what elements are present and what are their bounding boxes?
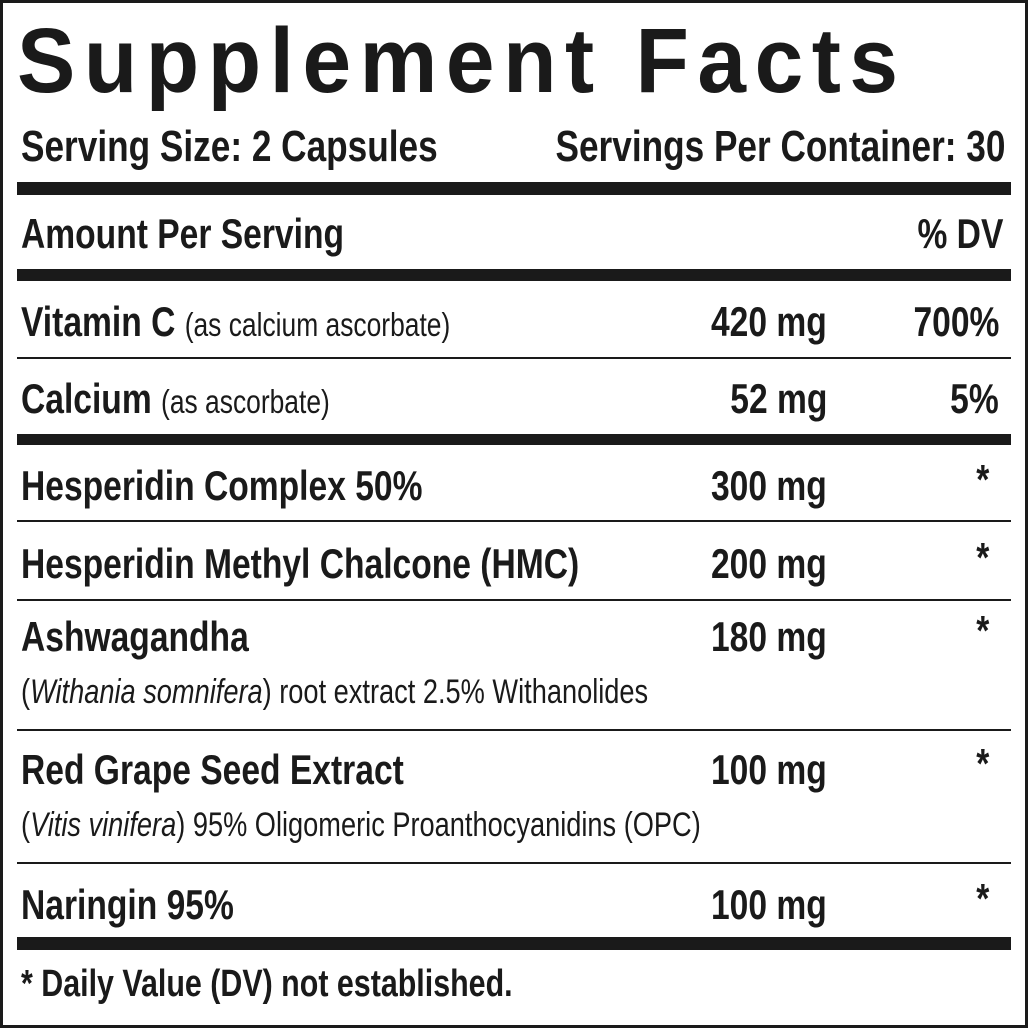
dv-header-text: % DV (917, 210, 1003, 257)
ingredient-name: Red Grape Seed Extract (21, 746, 404, 793)
daily-value: 5% (938, 378, 999, 420)
ingredient-line: Vitamin C (as calcium ascorbate) (21, 301, 450, 343)
divider-thin (17, 729, 1011, 731)
ingredient: Vitamin C (as calcium ascorbate) (21, 301, 558, 343)
amount-text: 180 mg (711, 613, 827, 660)
dv-text: * (975, 875, 989, 922)
dv-text: 5% (950, 375, 999, 422)
dv-text: * (975, 607, 989, 654)
ingredient: Calcium (as ascorbate) (21, 378, 407, 420)
ingredient-line: Hesperidin Complex 50% (21, 465, 422, 507)
latin-name: Withania somnifera (30, 673, 263, 711)
footnote: * Daily Value (DV) not established. (21, 965, 636, 1003)
amount: 100 mg (682, 884, 827, 926)
servings-per-container: Servings Per Container: 30 (443, 125, 1005, 169)
amount-text: 300 mg (711, 462, 827, 509)
dv-text: 700% (913, 298, 999, 345)
detail-rest: ) root extract 2.5% Withanolides (262, 673, 649, 711)
amount: 300 mg (682, 465, 827, 507)
dv-header: % DV (896, 213, 1003, 255)
detail-open: ( (21, 673, 31, 711)
amount-header-text: Amount Per Serving (21, 210, 344, 257)
ingredient-line: Hesperidin Methyl Chalcone (HMC) (21, 543, 579, 585)
ingredient-name: Ashwagandha (21, 613, 249, 660)
divider-thick (17, 182, 1011, 195)
divider-thick (17, 434, 1011, 445)
ingredient-note: (as calcium ascorbate) (184, 306, 451, 343)
amount-text: 52 mg (729, 375, 827, 422)
ingredient: Hesperidin Complex 50% (21, 465, 523, 507)
amount: 200 mg (682, 543, 827, 585)
divider-thin (17, 520, 1011, 522)
detail-line: (Withania somnifera) root extract 2.5% W… (21, 675, 648, 709)
ingredient-line: Red Grape Seed Extract (21, 749, 404, 791)
divider-thin (17, 599, 1011, 601)
latin-name: Vitis vinifera (30, 806, 177, 844)
ingredient-name: Vitamin C (21, 298, 176, 345)
title-text: Supplement Facts (17, 10, 907, 112)
ingredient-detail: (Vitis vinifera) 95% Oligomeric Proantho… (21, 808, 871, 842)
serving-size-text: Serving Size: 2 Capsules (21, 122, 438, 171)
divider-thick (17, 937, 1011, 950)
ingredient-name: Hesperidin Complex 50% (21, 462, 423, 509)
daily-value: * (973, 878, 989, 920)
title: Supplement Facts (17, 15, 953, 107)
footnote-text: * Daily Value (DV) not established. (21, 963, 513, 1005)
divider-thin (17, 862, 1011, 864)
amount-text: 200 mg (711, 540, 827, 587)
serving-size: Serving Size: 2 Capsules (21, 125, 542, 169)
ingredient-name: Hesperidin Methyl Chalcone (HMC) (21, 540, 580, 587)
dv-text: * (975, 534, 989, 581)
ingredient-line: Naringin 95% (21, 884, 234, 926)
ingredient-note: (as ascorbate) (161, 383, 330, 420)
amount: 180 mg (682, 616, 827, 658)
amount-text: 100 mg (711, 881, 827, 928)
amount-text: 100 mg (711, 746, 827, 793)
detail-line: (Vitis vinifera) 95% Oligomeric Proantho… (21, 808, 701, 842)
daily-value: 700% (892, 301, 999, 343)
ingredient-name: Calcium (21, 375, 152, 422)
daily-value: * (973, 459, 989, 501)
ingredient-line: Calcium (as ascorbate) (21, 378, 330, 420)
amount-header: Amount Per Serving (21, 213, 425, 255)
dv-text: * (975, 740, 989, 787)
ingredient: Naringin 95% (21, 884, 287, 926)
amount: 420 mg (682, 301, 827, 343)
amount: 100 mg (682, 749, 827, 791)
daily-value: * (973, 743, 989, 785)
divider-thin (17, 357, 1011, 359)
ingredient-name: Naringin 95% (21, 881, 234, 928)
servings-text: Servings Per Container: 30 (555, 122, 1005, 171)
ingredient: Hesperidin Methyl Chalcone (HMC) (21, 543, 719, 585)
divider-thick (17, 269, 1011, 281)
amount-text: 420 mg (711, 298, 827, 345)
daily-value: * (973, 537, 989, 579)
ingredient-line: Ashwagandha (21, 616, 249, 658)
ingredient-detail: (Withania somnifera) root extract 2.5% W… (21, 675, 805, 709)
detail-rest: ) 95% Oligomeric Proanthocyanidins (OPC) (176, 806, 701, 844)
ingredient: Ashwagandha (21, 616, 306, 658)
amount: 52 mg (706, 378, 827, 420)
ingredient: Red Grape Seed Extract (21, 749, 500, 791)
detail-open: ( (21, 806, 31, 844)
dv-text: * (975, 456, 989, 503)
daily-value: * (973, 610, 989, 652)
